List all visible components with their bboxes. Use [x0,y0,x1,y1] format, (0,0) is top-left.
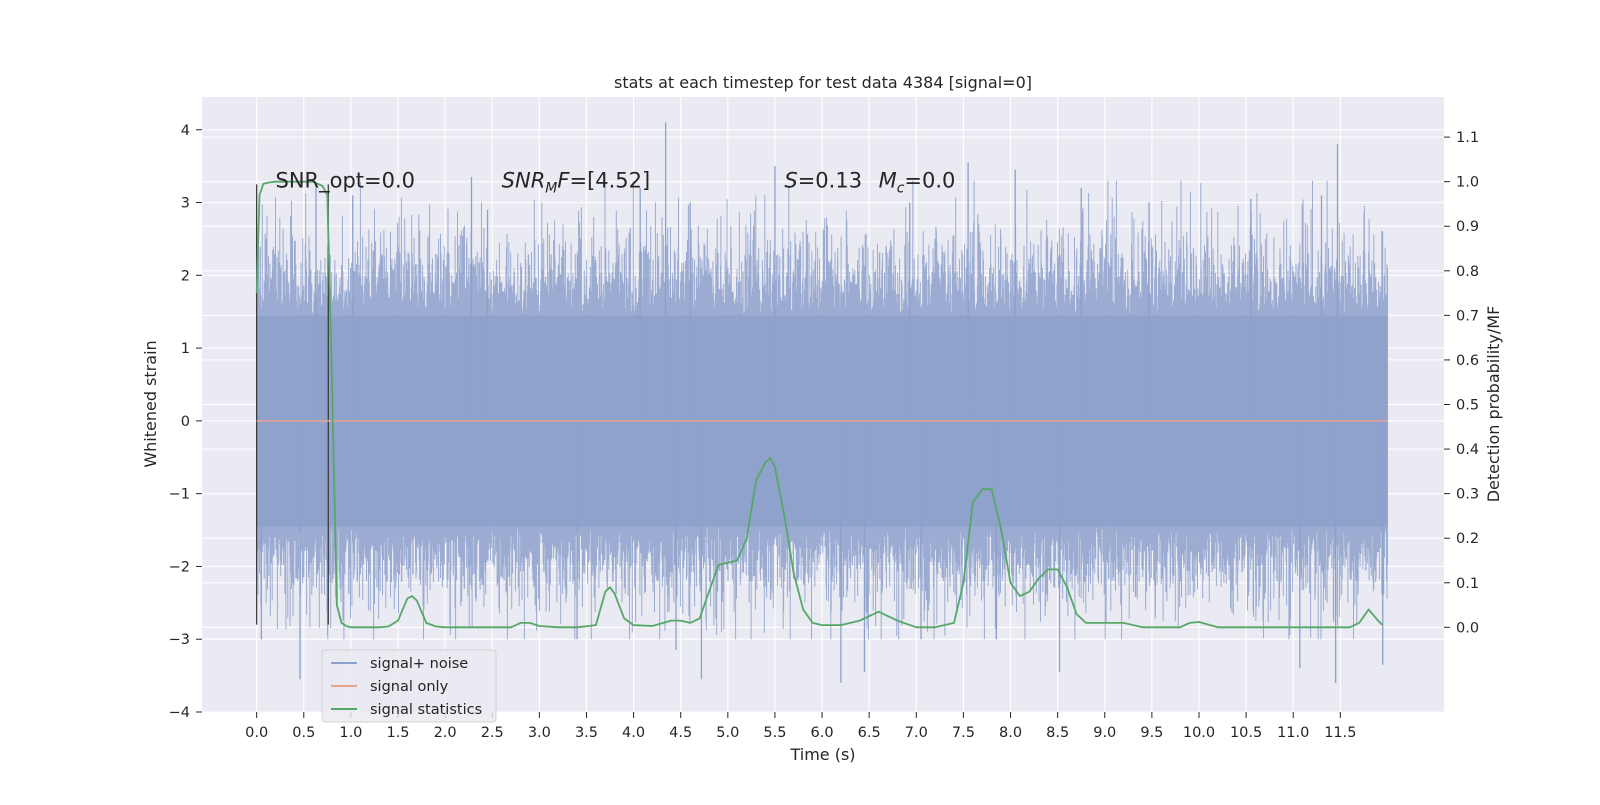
x-tick-label: 4.0 [622,725,645,741]
x-tick-label: 0.0 [245,725,268,741]
x-tick-label: 6.0 [811,725,834,741]
y-tick-label: 1 [181,341,190,357]
x-axis-label: Time (s) [789,745,855,764]
chart-title: stats at each timestep for test data 438… [614,73,1032,92]
y-axis-ticks: −4 −3 −2 −1 0 1 2 3 4 [169,123,202,721]
legend-box [321,649,497,723]
x-tick-label: 5.5 [763,725,786,741]
x-tick-label: 8.5 [1046,725,1069,741]
y-right-tick-label: 0.5 [1456,398,1479,414]
signal-statistics-line [255,180,1384,629]
x-tick-label: 10.0 [1183,725,1215,741]
annotation-text: SNRMF=[4.52] [502,169,651,197]
y-tick-label: 0 [181,414,190,430]
x-tick-label: 4.5 [669,725,692,741]
x-tick-label: 1.0 [339,725,362,741]
y-axis-label: Whitened strain [141,340,160,467]
x-tick-label: 7.0 [905,725,928,741]
y-right-tick-label: 0.1 [1456,576,1479,592]
legend: signal+ noise signal only signal statist… [321,649,497,723]
y-right-tick-label: 0.9 [1456,219,1479,235]
y-right-tick-label: 0.3 [1456,487,1479,503]
x-tick-label: 9.0 [1093,725,1116,741]
x-tick-label: 3.5 [575,725,598,741]
y-right-tick-label: 0.7 [1456,308,1479,324]
annotation-text: SNR_opt=0.0 [276,169,416,194]
y-right-tick-label: 0.4 [1456,442,1479,458]
x-tick-label: 6.5 [858,725,881,741]
y-tick-label: −3 [169,632,190,648]
x-tick-label: 5.0 [716,725,739,741]
line-series [255,180,1388,629]
y-tick-label: −1 [169,487,190,503]
annotation-text: S=0.13 [784,169,862,193]
y-tick-label: 3 [181,196,190,212]
x-tick-label: 2.0 [434,725,457,741]
x-tick-label: 0.5 [292,725,315,741]
legend-label-signal-noise: signal+ noise [370,656,468,672]
y-right-tick-label: 0.0 [1456,620,1479,636]
y-axis-right-label: Detection probability/MF [1484,306,1503,503]
y-right-tick-label: 0.6 [1456,353,1479,369]
y-tick-label: −4 [169,705,190,721]
x-tick-label: 11.5 [1324,725,1356,741]
y-tick-label: 2 [181,268,190,284]
x-tick-label: 1.5 [386,725,409,741]
x-axis-ticks: 0.0 0.5 1.0 1.5 2.0 2.5 3.0 3.5 4.0 4.5 5.0 5.5 6.0 6… [245,712,1356,741]
x-tick-label: 9.5 [1140,725,1163,741]
y-right-tick-label: 0.2 [1456,531,1479,547]
x-tick-label: 7.5 [952,725,975,741]
annotations: SNR_opt=0.0 SNRMF=[4.52] S=0.13 Mc=0.0 [276,169,956,197]
y-right-tick-label: 0.8 [1456,264,1479,280]
y-tick-label: −2 [169,559,190,575]
y-right-tick-label: 1.0 [1456,175,1479,191]
y-tick-label: 4 [181,123,190,139]
y-axis-right-ticks: 0.0 0.1 0.2 0.3 0.4 0.5 0.6 0.7 0.8 0.9 1.0 1.1 [1444,130,1479,636]
x-tick-label: 10.5 [1230,725,1262,741]
x-tick-label: 8.0 [999,725,1022,741]
x-tick-label: 3.0 [528,725,551,741]
x-tick-label: 2.5 [481,725,504,741]
y-right-tick-label: 1.1 [1456,130,1479,146]
legend-label-signal-statistics: signal statistics [370,702,482,718]
legend-label-signal-only: signal only [370,679,449,695]
annotation-text: Mc=0.0 [879,169,956,197]
x-tick-label: 11.0 [1277,725,1309,741]
